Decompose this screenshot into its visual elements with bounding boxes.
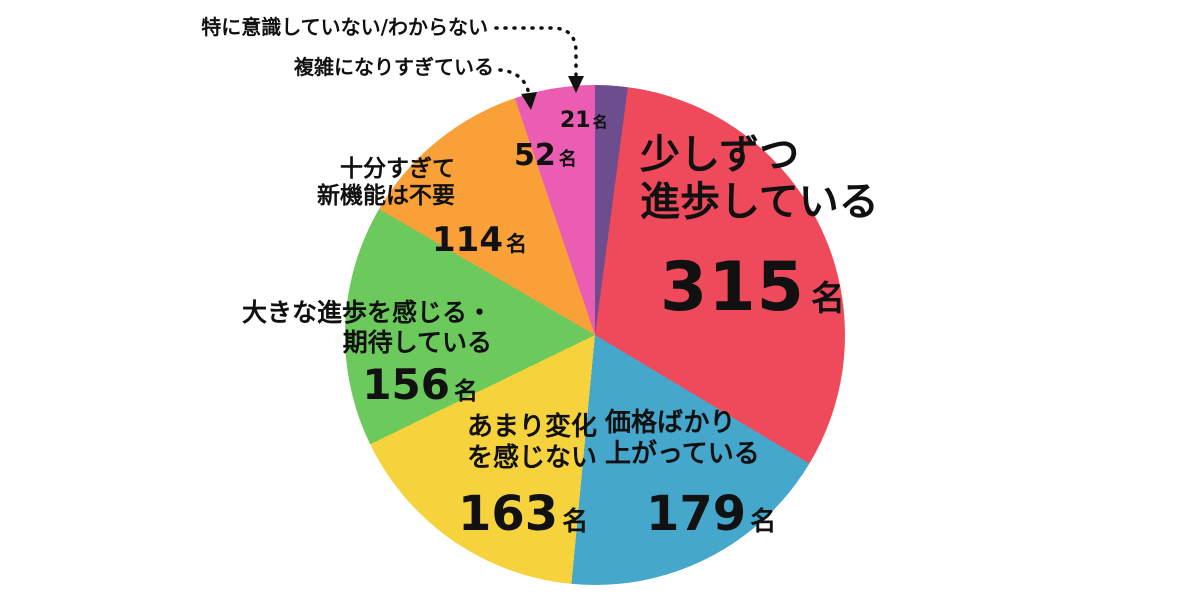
value-enough-already-unit: 名 [506,232,527,256]
value-price-only-rises-number: 179 [646,486,747,542]
value-big-progress-number: 156 [362,360,450,409]
value-price-only-rises-unit: 名 [750,507,777,537]
label-price-only-rises: 価格ばかり 上がっている [605,408,760,469]
value-not-aware-unit: 名 [592,113,608,131]
pie-chart [345,85,845,585]
label-little-change: あまり変化 を感じない [466,412,597,473]
arrow-to-purple-slice [494,26,584,93]
label-not-aware: 特に意識していない/わからない [201,15,488,39]
value-gradual-progress-unit: 名 [810,279,845,319]
value-enough-already-number: 114 [432,220,503,260]
value-gradual-progress: 315 名 [660,248,845,327]
label-gradual-progress: 少しずつ 進歩している [640,132,879,226]
value-little-change-unit: 名 [562,507,589,537]
value-big-progress-unit: 名 [454,377,478,405]
label-too-complex: 複雑になりすぎている [294,55,494,79]
value-big-progress: 156 名 [362,360,478,409]
value-too-complex: 52 名 [514,138,577,173]
value-little-change: 163 名 [458,486,588,542]
value-gradual-progress-number: 315 [660,248,805,327]
value-little-change-number: 163 [458,486,559,542]
label-enough-already: 十分すぎて 新機能は不要 [317,156,455,210]
value-price-only-rises: 179 名 [646,486,776,542]
value-not-aware: 21 名 [560,108,608,133]
value-too-complex-unit: 名 [558,149,577,170]
value-enough-already: 114 名 [432,220,527,260]
value-too-complex-number: 52 [514,138,556,173]
value-not-aware-number: 21 [560,108,591,133]
label-big-progress: 大きな進歩を感じる・ 期待している [241,298,492,357]
